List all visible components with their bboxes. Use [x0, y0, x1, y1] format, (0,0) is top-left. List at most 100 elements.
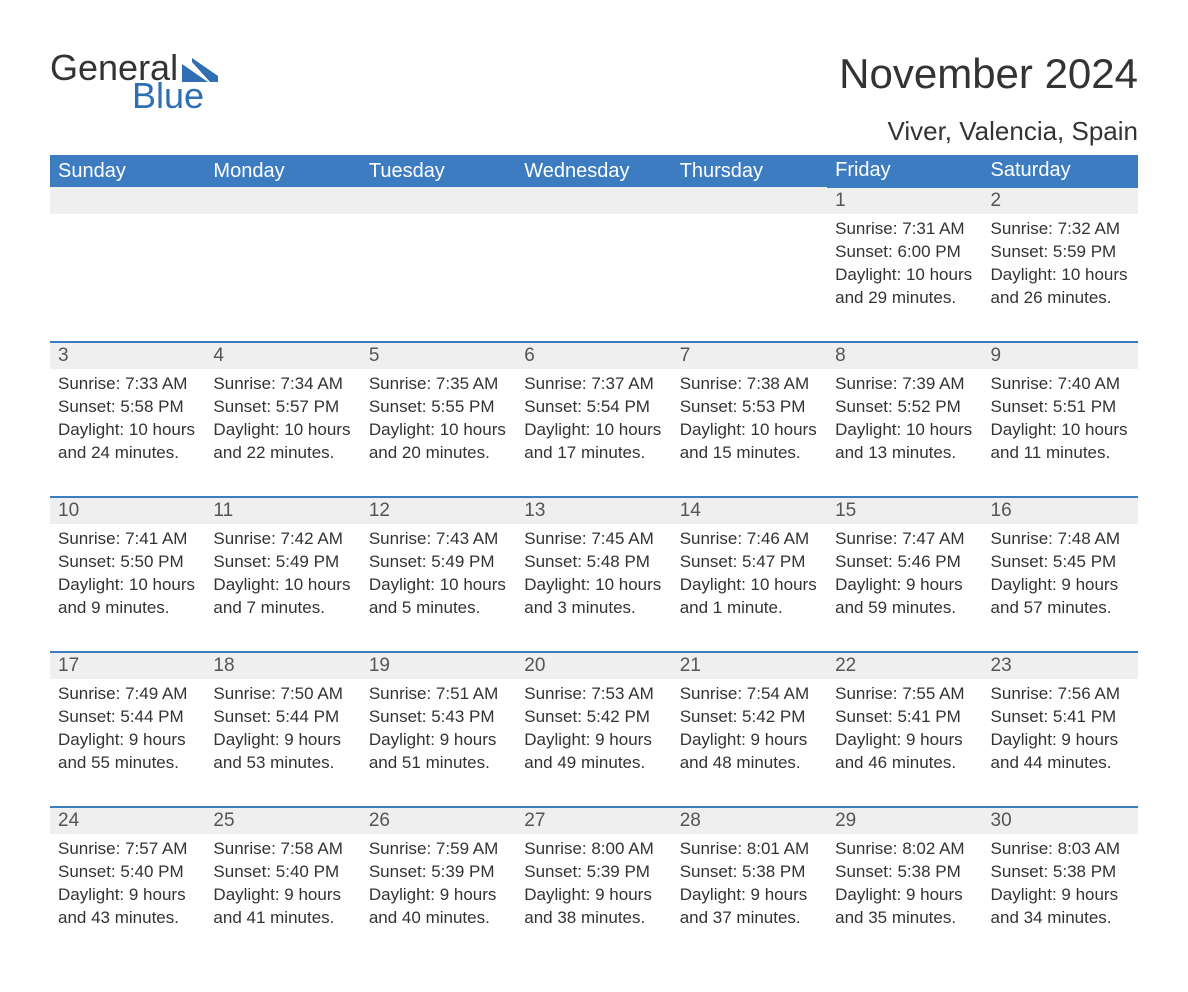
day-number: 12: [369, 500, 390, 521]
day-info-cell: Sunrise: 7:37 AMSunset: 5:54 PMDaylight:…: [516, 369, 671, 497]
day-number-cell: 3: [50, 342, 205, 369]
sunrise-text: Sunrise: 7:42 AM: [213, 528, 352, 551]
day-number-cell: 2: [983, 187, 1138, 214]
sunset-text: Sunset: 5:55 PM: [369, 396, 508, 419]
weekday-header: Sunday: [50, 155, 205, 187]
daylight-text: Daylight: 9 hours and 55 minutes.: [58, 729, 197, 775]
day-number-cell: 12: [361, 497, 516, 524]
sunset-text: Sunset: 5:40 PM: [213, 861, 352, 884]
day-number: 11: [213, 500, 233, 521]
day-number-cell: 28: [672, 807, 827, 834]
daylight-text: Daylight: 10 hours and 22 minutes.: [213, 419, 352, 465]
day-number-cell: 16: [983, 497, 1138, 524]
day-number-cell: 14: [672, 497, 827, 524]
sunrise-text: Sunrise: 7:46 AM: [680, 528, 819, 551]
day-info-cell: Sunrise: 8:03 AMSunset: 5:38 PMDaylight:…: [983, 834, 1138, 962]
day-info-cell: Sunrise: 8:00 AMSunset: 5:39 PMDaylight:…: [516, 834, 671, 962]
sunset-text: Sunset: 5:43 PM: [369, 706, 508, 729]
day-info-cell: Sunrise: 7:50 AMSunset: 5:44 PMDaylight:…: [205, 679, 360, 807]
day-info-cell: Sunrise: 7:48 AMSunset: 5:45 PMDaylight:…: [983, 524, 1138, 652]
day-number-cell: 17: [50, 652, 205, 679]
sunset-text: Sunset: 5:41 PM: [991, 706, 1130, 729]
sunrise-text: Sunrise: 7:34 AM: [213, 373, 352, 396]
info-row: Sunrise: 7:57 AMSunset: 5:40 PMDaylight:…: [50, 834, 1138, 962]
day-number: 17: [58, 655, 79, 676]
day-number-cell: 21: [672, 652, 827, 679]
sunrise-text: Sunrise: 7:33 AM: [58, 373, 197, 396]
day-info-cell: [205, 214, 360, 342]
day-number: 18: [213, 655, 234, 676]
calendar-table: Sunday Monday Tuesday Wednesday Thursday…: [50, 155, 1138, 962]
day-number: 5: [369, 345, 380, 366]
daylight-text: Daylight: 10 hours and 9 minutes.: [58, 574, 197, 620]
day-info-cell: Sunrise: 8:01 AMSunset: 5:38 PMDaylight:…: [672, 834, 827, 962]
daylight-text: Daylight: 9 hours and 51 minutes.: [369, 729, 508, 775]
day-info-cell: [672, 214, 827, 342]
day-number-cell: 8: [827, 342, 982, 369]
info-row: Sunrise: 7:33 AMSunset: 5:58 PMDaylight:…: [50, 369, 1138, 497]
day-number-cell: 10: [50, 497, 205, 524]
sunrise-text: Sunrise: 7:59 AM: [369, 838, 508, 861]
day-info-cell: Sunrise: 7:34 AMSunset: 5:57 PMDaylight:…: [205, 369, 360, 497]
weekday-header: Friday: [827, 155, 982, 187]
day-number: 27: [524, 810, 545, 831]
day-number: 4: [213, 345, 224, 366]
daynum-row: 12: [50, 187, 1138, 214]
sunrise-text: Sunrise: 7:40 AM: [991, 373, 1130, 396]
info-row: Sunrise: 7:41 AMSunset: 5:50 PMDaylight:…: [50, 524, 1138, 652]
day-info-cell: Sunrise: 7:55 AMSunset: 5:41 PMDaylight:…: [827, 679, 982, 807]
day-number-cell: [516, 187, 671, 214]
daylight-text: Daylight: 10 hours and 3 minutes.: [524, 574, 663, 620]
daylight-text: Daylight: 9 hours and 34 minutes.: [991, 884, 1130, 930]
info-row: Sunrise: 7:31 AMSunset: 6:00 PMDaylight:…: [50, 214, 1138, 342]
day-number: 15: [835, 500, 856, 521]
sunset-text: Sunset: 5:51 PM: [991, 396, 1130, 419]
day-number-cell: [50, 187, 205, 214]
day-info-cell: Sunrise: 7:57 AMSunset: 5:40 PMDaylight:…: [50, 834, 205, 962]
sunset-text: Sunset: 5:49 PM: [213, 551, 352, 574]
sunrise-text: Sunrise: 8:02 AM: [835, 838, 974, 861]
day-number: 28: [680, 810, 701, 831]
day-number-cell: 6: [516, 342, 671, 369]
daylight-text: Daylight: 9 hours and 49 minutes.: [524, 729, 663, 775]
day-number-cell: 7: [672, 342, 827, 369]
sunrise-text: Sunrise: 7:32 AM: [991, 218, 1130, 241]
sunrise-text: Sunrise: 7:53 AM: [524, 683, 663, 706]
day-info-cell: [361, 214, 516, 342]
sunrise-text: Sunrise: 7:31 AM: [835, 218, 974, 241]
daylight-text: Daylight: 10 hours and 13 minutes.: [835, 419, 974, 465]
location: Viver, Valencia, Spain: [839, 116, 1138, 147]
day-info-cell: [516, 214, 671, 342]
daylight-text: Daylight: 10 hours and 1 minute.: [680, 574, 819, 620]
day-info-cell: Sunrise: 7:59 AMSunset: 5:39 PMDaylight:…: [361, 834, 516, 962]
day-info-cell: Sunrise: 7:58 AMSunset: 5:40 PMDaylight:…: [205, 834, 360, 962]
sunset-text: Sunset: 5:38 PM: [835, 861, 974, 884]
day-number-cell: 24: [50, 807, 205, 834]
sunrise-text: Sunrise: 8:03 AM: [991, 838, 1130, 861]
sunrise-text: Sunrise: 7:43 AM: [369, 528, 508, 551]
day-info-cell: Sunrise: 7:33 AMSunset: 5:58 PMDaylight:…: [50, 369, 205, 497]
day-number: 6: [524, 345, 535, 366]
day-number: 30: [991, 810, 1012, 831]
sunset-text: Sunset: 5:46 PM: [835, 551, 974, 574]
day-number: 8: [835, 345, 846, 366]
day-number-cell: 30: [983, 807, 1138, 834]
sunset-text: Sunset: 5:44 PM: [213, 706, 352, 729]
day-number: 25: [213, 810, 234, 831]
daylight-text: Daylight: 10 hours and 17 minutes.: [524, 419, 663, 465]
day-info-cell: Sunrise: 7:56 AMSunset: 5:41 PMDaylight:…: [983, 679, 1138, 807]
sunrise-text: Sunrise: 7:47 AM: [835, 528, 974, 551]
sunset-text: Sunset: 5:52 PM: [835, 396, 974, 419]
sunrise-text: Sunrise: 7:51 AM: [369, 683, 508, 706]
sunset-text: Sunset: 5:38 PM: [991, 861, 1130, 884]
day-number-cell: [205, 187, 360, 214]
weekday-header: Wednesday: [516, 155, 671, 187]
daylight-text: Daylight: 9 hours and 37 minutes.: [680, 884, 819, 930]
sunset-text: Sunset: 5:45 PM: [991, 551, 1130, 574]
sunrise-text: Sunrise: 7:55 AM: [835, 683, 974, 706]
day-number-cell: [672, 187, 827, 214]
daylight-text: Daylight: 9 hours and 41 minutes.: [213, 884, 352, 930]
sunrise-text: Sunrise: 7:45 AM: [524, 528, 663, 551]
sunrise-text: Sunrise: 7:50 AM: [213, 683, 352, 706]
day-info-cell: Sunrise: 7:42 AMSunset: 5:49 PMDaylight:…: [205, 524, 360, 652]
